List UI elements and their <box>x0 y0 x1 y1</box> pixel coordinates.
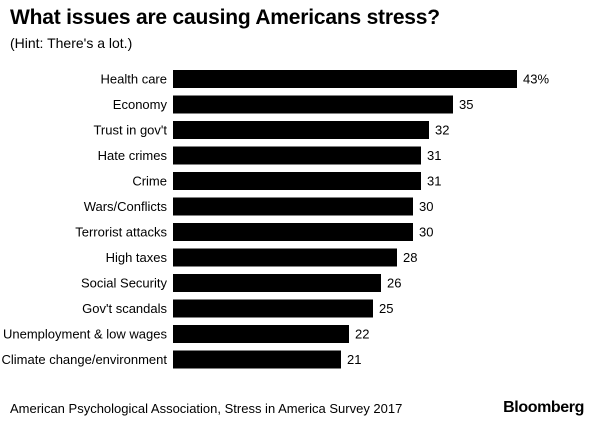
bloomberg-logo: Bloomberg <box>503 399 584 416</box>
source-note: American Psychological Association, Stre… <box>10 401 403 416</box>
value-label: 43% <box>523 72 549 87</box>
category-label: Health care <box>101 72 167 87</box>
category-label: Unemployment & low wages <box>3 327 168 342</box>
bar <box>173 350 341 369</box>
value-label: 21 <box>347 352 361 367</box>
value-label: 22 <box>355 327 369 342</box>
category-label: Trust in gov't <box>93 123 167 138</box>
value-label: 30 <box>419 225 433 240</box>
bar <box>173 146 421 165</box>
value-label: 31 <box>427 148 441 163</box>
value-label: 31 <box>427 174 441 189</box>
category-label: Wars/Conflicts <box>84 199 168 214</box>
category-label: Hate crimes <box>98 148 168 163</box>
chart-subtitle: (Hint: There's a lot.) <box>10 35 133 51</box>
value-label: 26 <box>387 276 401 291</box>
bar <box>173 299 373 318</box>
value-label: 35 <box>459 97 473 112</box>
bar <box>173 197 413 216</box>
bar <box>173 325 349 343</box>
category-label: Climate change/environment <box>2 352 168 367</box>
value-label: 30 <box>419 199 433 214</box>
bar <box>173 248 397 267</box>
category-label: High taxes <box>106 250 168 265</box>
value-label: 25 <box>379 301 393 316</box>
bar <box>173 121 429 139</box>
bar <box>173 70 517 88</box>
value-label: 32 <box>435 123 449 138</box>
bar <box>173 95 453 114</box>
category-label: Social Security <box>81 276 167 291</box>
category-label: Terrorist attacks <box>75 225 167 240</box>
category-label: Gov't scandals <box>82 301 167 316</box>
bar <box>173 172 421 190</box>
value-label: 28 <box>403 250 417 265</box>
category-label: Economy <box>113 97 168 112</box>
bar <box>173 223 413 241</box>
bar <box>173 274 381 292</box>
chart-title: What issues are causing Americans stress… <box>10 6 440 29</box>
category-label: Crime <box>132 174 167 189</box>
